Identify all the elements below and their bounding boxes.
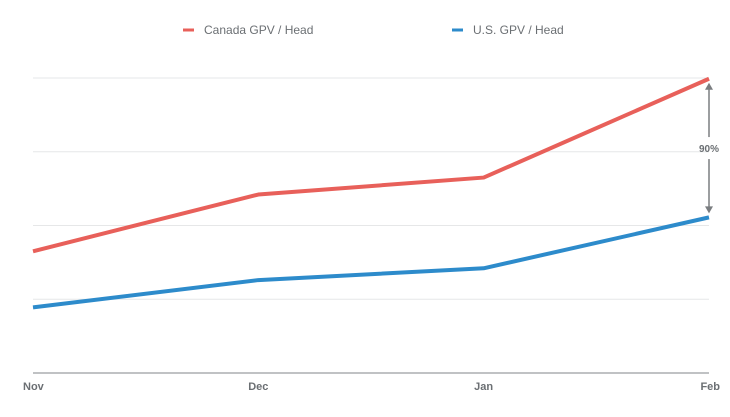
legend-item-1: U.S. GPV / Head (452, 23, 564, 37)
series-line-0 (32, 76, 710, 254)
x-tick-label: Jan (474, 381, 493, 393)
annotations: 90% (699, 82, 719, 214)
arrowhead-down-icon (705, 206, 713, 214)
legend-label: Canada GPV / Head (204, 23, 313, 37)
series-line-1 (32, 215, 710, 310)
x-tick-labels: Nov Dec Jan Feb (23, 381, 720, 393)
annotation-label: 90% (699, 144, 719, 155)
x-tick-label: Feb (700, 381, 720, 393)
series-lines (32, 76, 710, 310)
legend: Canada GPV / Head U.S. GPV / Head (183, 23, 564, 37)
legend-label: U.S. GPV / Head (473, 23, 564, 37)
x-tick-label: Nov (23, 381, 45, 393)
arrowhead-up-icon (705, 82, 713, 90)
legend-item-0: Canada GPV / Head (183, 23, 313, 37)
x-tick-label: Dec (248, 381, 268, 393)
gridlines (33, 77, 709, 300)
